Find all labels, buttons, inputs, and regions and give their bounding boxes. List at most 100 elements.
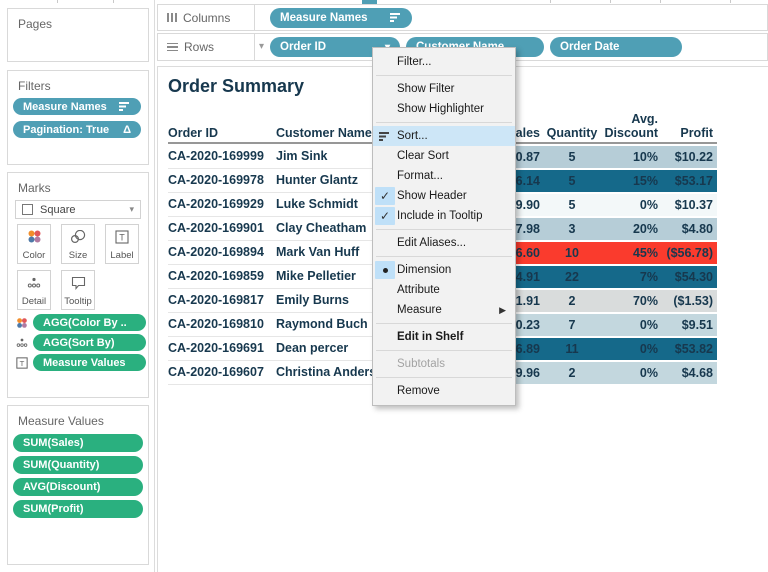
pill-measure-values[interactable]: Measure Values: [33, 354, 146, 371]
column-header-quantity[interactable]: Quantity: [546, 126, 598, 140]
cell-discount: 45%: [632, 246, 658, 260]
cell-sales: 46.89: [508, 342, 540, 356]
menu-item-dimension[interactable]: Dimension: [373, 260, 515, 280]
menu-item-label: Edit Aliases...: [397, 237, 467, 249]
column-header-customer[interactable]: Customer Name: [276, 126, 372, 140]
menu-item-sort[interactable]: Sort...: [373, 126, 515, 146]
toolbar-fragment: [362, 0, 377, 4]
columns-shelf-label-box: Columns: [157, 4, 255, 31]
pill-measure-names[interactable]: Measure Names: [13, 98, 141, 115]
pill-label: SUM(Profit): [23, 503, 84, 515]
menu-item-include-in-tooltip[interactable]: ✓ Include in Tooltip: [373, 206, 515, 226]
menu-item-format[interactable]: Format...: [373, 166, 515, 186]
detail-button[interactable]: Detail: [17, 270, 51, 310]
column-header-order-id[interactable]: Order ID: [168, 126, 219, 140]
measure-values-panel: Measure Values SUM(Sales) SUM(Quantity) AV…: [7, 405, 149, 565]
pill-label: Measure Names: [23, 100, 107, 113]
mark-type-dropdown[interactable]: Square ▾: [15, 200, 141, 219]
row-measure-stripe: 36.60 10 45% ($56.78): [470, 242, 717, 264]
menu-item-measure[interactable]: Measure ▶: [373, 300, 515, 320]
menu-item-filter[interactable]: Filter...: [373, 52, 515, 72]
cell-quantity: 5: [568, 198, 576, 212]
color-button[interactable]: Color: [17, 224, 51, 264]
pill-order-date[interactable]: Order Date: [550, 37, 682, 57]
table-row[interactable]: CA-2020-169859 Mike Pelletier 34.91 22 7% $54…: [168, 265, 717, 289]
tooltip-button[interactable]: Tooltip: [61, 270, 95, 310]
chevron-down-icon[interactable]: ▾: [259, 41, 265, 52]
table-row[interactable]: CA-2020-169894 Mark Van Huff 36.60 10 45% ($5…: [168, 241, 717, 265]
pill-label: SUM(Sales): [23, 437, 84, 449]
size-button[interactable]: Size: [61, 224, 95, 264]
menu-item-clear-sort[interactable]: Clear Sort: [373, 146, 515, 166]
table-row[interactable]: CA-2020-169810 Raymond Buch 0.23 7 0% $9.51: [168, 313, 717, 337]
sort-icon: [390, 12, 402, 23]
row-measure-stripe: 40.87 5 10% $10.22: [470, 146, 717, 168]
row-measure-stripe: 9.96 2 0% $4.68: [470, 362, 717, 384]
text-icon: T: [115, 225, 129, 248]
cell-order-id: CA-2020-169978: [168, 169, 276, 193]
menu-separator: [376, 256, 512, 257]
sheet-title: Order Summary: [168, 76, 305, 96]
row-measure-stripe: 34.91 22 7% $54.30: [470, 266, 717, 288]
label-button[interactable]: T Label: [105, 224, 139, 264]
table-row[interactable]: CA-2020-169817 Emily Burns 1.91 2 70% ($1.53): [168, 289, 717, 313]
check-icon: ✓: [375, 187, 395, 205]
filters-label: Filters: [18, 79, 51, 93]
cell-quantity: 10: [565, 246, 579, 260]
pill-pagination-true[interactable]: Pagination: True Δ: [13, 121, 141, 138]
svg-text:T: T: [19, 359, 24, 368]
cell-discount: 7%: [639, 270, 658, 284]
menu-item-show-filter[interactable]: Show Filter: [373, 79, 515, 99]
table-row[interactable]: CA-2020-169929 Luke Schmidt 9.90 5 0% $10.37: [168, 193, 717, 217]
table-row[interactable]: CA-2020-169978 Hunter Glantz 86.14 5 15% $53.…: [168, 169, 717, 193]
pill-sum-sales[interactable]: SUM(Sales): [13, 434, 143, 452]
marks-pill-row: AGG(Sort By): [14, 334, 146, 351]
cell-order-id: CA-2020-169859: [168, 265, 276, 289]
cell-quantity: 7: [568, 318, 576, 332]
menu-separator: [376, 350, 512, 351]
rows-icon: [167, 42, 178, 52]
menu-item-edit-in-shelf[interactable]: Edit in Shelf: [373, 327, 515, 347]
measure-values-pill-list: SUM(Sales) SUM(Quantity) AVG(Discount) SUM(…: [13, 434, 143, 518]
menu-item-attribute[interactable]: Attribute: [373, 280, 515, 300]
menu-item-label: Filter...: [397, 56, 432, 68]
pill-avg-discount[interactable]: AVG(Discount): [13, 478, 143, 496]
cell-sales: 9.96: [515, 366, 540, 380]
menu-item-label: Measure: [397, 304, 442, 316]
radio-icon: [375, 261, 395, 279]
cell-profit: $10.22: [674, 150, 713, 164]
sort-icon: [119, 101, 131, 112]
column-header-discount[interactable]: Avg. Discount: [604, 112, 658, 140]
cell-order-id: CA-2020-169901: [168, 217, 276, 241]
pill-sum-quantity[interactable]: SUM(Quantity): [13, 456, 143, 474]
menu-separator: [376, 377, 512, 378]
cell-profit: ($56.78): [666, 246, 713, 260]
column-header-profit[interactable]: Profit: [680, 126, 713, 140]
pill-measure-names[interactable]: Measure Names: [270, 7, 412, 28]
menu-item-remove[interactable]: Remove: [373, 381, 515, 401]
menu-item-show-header[interactable]: ✓ Show Header: [373, 186, 515, 206]
cell-sales: 34.91: [508, 270, 540, 284]
cell-order-id: CA-2020-169607: [168, 361, 276, 385]
filters-pill-list: Measure Names Pagination: True Δ: [13, 98, 141, 138]
pill-agg-sort-by[interactable]: AGG(Sort By): [33, 334, 146, 351]
pill-agg-color-by[interactable]: AGG(Color By ..: [33, 314, 146, 331]
menu-item-show-highlighter[interactable]: Show Highlighter: [373, 99, 515, 119]
sidebar-divider: [154, 0, 155, 572]
menu-item-edit-aliases[interactable]: Edit Aliases...: [373, 233, 515, 253]
table-row[interactable]: CA-2020-169999 Jim Sink 40.87 5 10% $10.22: [168, 145, 717, 169]
cell-quantity: 11: [565, 342, 579, 356]
row-measure-stripe: 9.90 5 0% $10.37: [470, 194, 717, 216]
pill-context-menu: Filter... Show Filter Show Highlighter Sort…: [372, 47, 516, 406]
columns-shelf[interactable]: Measure Names: [254, 4, 768, 31]
cell-order-id: CA-2020-169929: [168, 193, 276, 217]
pill-label: AGG(Color By ..: [43, 316, 127, 329]
color-icon: [16, 317, 28, 329]
marks-pill-row: AGG(Color By ..: [14, 314, 146, 331]
menu-separator: [376, 122, 512, 123]
cell-profit: $4.68: [681, 366, 713, 380]
pill-sum-profit[interactable]: SUM(Profit): [13, 500, 143, 518]
table-row[interactable]: CA-2020-169607 Christina Anders 9.96 2 0% $4.…: [168, 361, 717, 385]
menu-item-label: Attribute: [397, 284, 440, 296]
square-mark-icon: [22, 204, 33, 215]
